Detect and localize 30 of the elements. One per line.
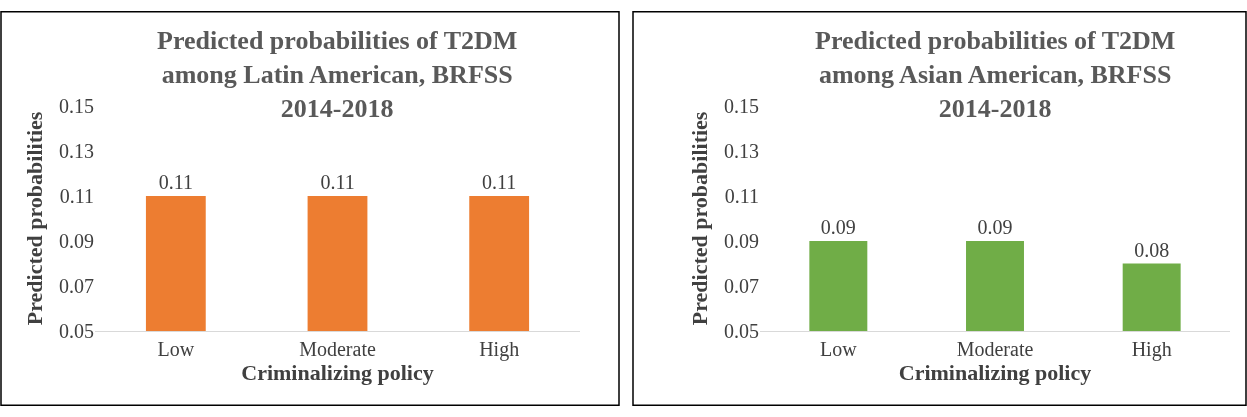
x-tick-label: High <box>1131 338 1172 362</box>
x-tick-label: Low <box>157 338 195 361</box>
y-tick-label: 0.09 <box>724 229 759 252</box>
data-label: 0.11 <box>320 170 355 193</box>
y-tick-label: 0.13 <box>59 139 94 162</box>
data-label: 0.11 <box>482 170 517 193</box>
y-tick-label: 0.11 <box>724 184 759 207</box>
y-axis-title: Predicted probabilities <box>21 111 47 326</box>
y-tick-label: 0.05 <box>59 320 94 343</box>
y-tick-label: 0.05 <box>724 320 759 343</box>
y-tick-label: 0.11 <box>59 184 94 207</box>
x-axis-title: Criminalizing policy <box>898 360 1092 386</box>
y-tick-label: 0.15 <box>59 94 94 117</box>
chart-title: Predicted probabilities of T2DM among Asian American, BRFSS 2014-2018 <box>815 26 1176 123</box>
data-label: 0.09 <box>820 215 856 238</box>
data-label: 0.09 <box>977 215 1013 238</box>
y-tick-label: 0.07 <box>59 275 94 298</box>
data-label: 0.08 <box>1134 238 1170 261</box>
x-axis-title: Criminalizing policy <box>241 360 434 386</box>
y-tick-label: 0.07 <box>724 275 759 298</box>
y-tick-label: 0.15 <box>724 94 759 117</box>
y-tick-label: 0.13 <box>724 139 759 162</box>
data-label: 0.11 <box>158 170 193 193</box>
x-tick-label: Moderate <box>956 338 1034 361</box>
x-tick-label: High <box>479 338 520 362</box>
x-tick-label: Low <box>819 338 858 361</box>
y-axis-title: Predicted probabilities <box>686 111 712 326</box>
chart-title: Predicted probabilities of T2DM among Latin American, BRFSS 2014-2018 <box>157 26 518 123</box>
y-tick-label: 0.09 <box>59 229 94 252</box>
x-tick-label: Moderate <box>299 338 376 361</box>
